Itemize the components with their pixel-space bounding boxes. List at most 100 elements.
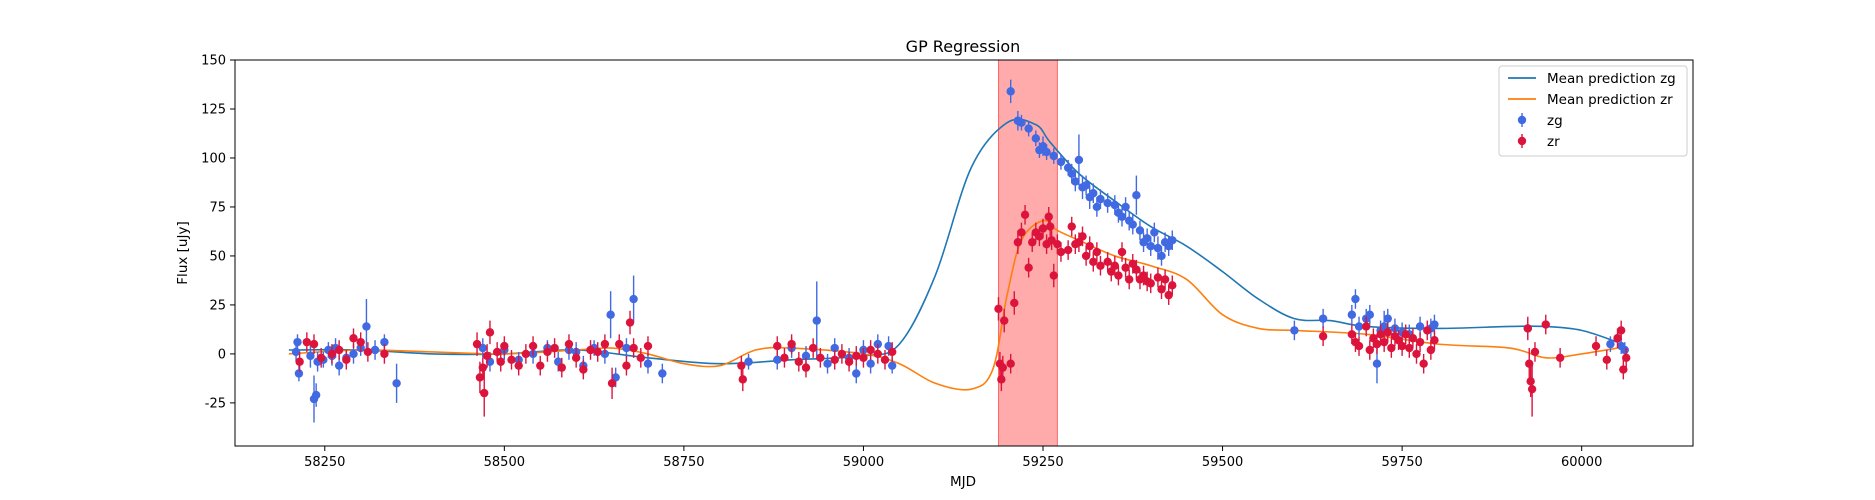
data-point — [1017, 118, 1026, 127]
data-point — [1354, 322, 1364, 331]
data-point — [1157, 251, 1166, 261]
data-point — [496, 357, 505, 366]
data-point — [1049, 151, 1058, 161]
data-point — [737, 361, 746, 370]
data-point — [744, 357, 753, 366]
legend-label: zr — [1547, 134, 1560, 150]
data-point — [880, 355, 890, 364]
data-point — [1622, 353, 1631, 363]
legend-label: zg — [1547, 113, 1563, 129]
data-point — [528, 341, 538, 351]
series-zr — [295, 204, 1631, 417]
data-point — [334, 345, 344, 355]
data-point — [1013, 238, 1023, 247]
x-tick-label: 59250 — [1022, 455, 1063, 470]
data-point — [1085, 241, 1094, 251]
data-point — [1028, 238, 1037, 247]
data-point — [816, 353, 825, 363]
shaded-region — [997, 60, 1058, 446]
x-tick-label: 58500 — [484, 455, 525, 470]
data-point — [873, 339, 883, 349]
data-point — [1160, 275, 1170, 284]
data-point — [293, 337, 302, 347]
data-point — [1114, 271, 1123, 280]
x-tick-label: 60000 — [1561, 455, 1602, 470]
data-point — [643, 341, 653, 351]
data-point — [994, 304, 1003, 314]
data-point — [1121, 263, 1130, 272]
data-point — [1110, 200, 1120, 210]
data-point — [1426, 345, 1436, 355]
data-point — [1006, 87, 1015, 96]
data-point — [823, 359, 832, 368]
data-point — [485, 328, 495, 337]
data-point — [1527, 384, 1537, 394]
data-point — [1096, 261, 1105, 270]
data-point — [1318, 332, 1328, 341]
data-point — [629, 294, 638, 304]
data-point — [1006, 359, 1015, 368]
data-point — [887, 361, 897, 370]
data-point — [643, 359, 653, 368]
data-point — [1067, 169, 1076, 178]
data-point — [334, 361, 344, 370]
data-point — [830, 355, 839, 364]
data-point — [794, 357, 804, 366]
data-point — [295, 357, 304, 366]
data-point — [480, 388, 489, 398]
data-point — [1616, 326, 1626, 335]
data-point — [873, 349, 883, 359]
data-point — [1035, 232, 1044, 241]
data-point — [316, 353, 326, 363]
data-point — [306, 351, 315, 361]
data-point — [622, 343, 631, 353]
y-tick-label: 0 — [218, 347, 226, 362]
data-point — [1049, 271, 1058, 280]
data-point — [492, 347, 502, 357]
legend-box — [1498, 65, 1688, 157]
data-point — [773, 355, 782, 364]
data-point — [852, 369, 861, 378]
data-point — [1405, 343, 1414, 353]
data-point — [1067, 222, 1076, 231]
data-point — [1103, 198, 1112, 208]
data-point — [1056, 157, 1066, 167]
data-point — [887, 347, 897, 357]
data-point — [1078, 232, 1087, 241]
data-point — [606, 310, 615, 319]
data-point — [1347, 330, 1357, 339]
data-point — [309, 339, 319, 349]
data-point — [738, 375, 747, 384]
data-point — [1031, 134, 1041, 143]
data-point — [1056, 247, 1066, 257]
data-point — [859, 353, 868, 363]
data-point — [593, 347, 602, 357]
data-point — [998, 363, 1007, 372]
plot-area — [234, 59, 1694, 447]
data-point — [536, 361, 545, 370]
data-point — [1071, 177, 1080, 186]
data-point — [1024, 263, 1033, 272]
data-point — [1153, 273, 1163, 282]
data-point — [1089, 189, 1098, 198]
data-point — [1419, 359, 1428, 368]
data-point — [1362, 322, 1371, 331]
x-tick-label: 58250 — [304, 455, 345, 470]
data-point — [472, 339, 482, 349]
data-point — [1541, 320, 1550, 329]
data-point — [1092, 247, 1102, 257]
data-point — [1000, 316, 1009, 325]
legend-marker-swatch — [1517, 115, 1527, 125]
data-point — [607, 379, 617, 388]
data-point — [1042, 147, 1051, 157]
legend-label: Mean prediction zg — [1547, 71, 1676, 87]
data-point — [1081, 181, 1091, 190]
x-tick-label: 59000 — [843, 455, 884, 470]
chart-title: GP Regression — [906, 37, 1021, 56]
x-tick-label: 59500 — [1202, 455, 1243, 470]
data-point — [327, 349, 337, 359]
data-point — [579, 365, 588, 374]
data-point — [1430, 320, 1439, 329]
data-point — [550, 343, 559, 353]
data-point — [1146, 241, 1155, 251]
